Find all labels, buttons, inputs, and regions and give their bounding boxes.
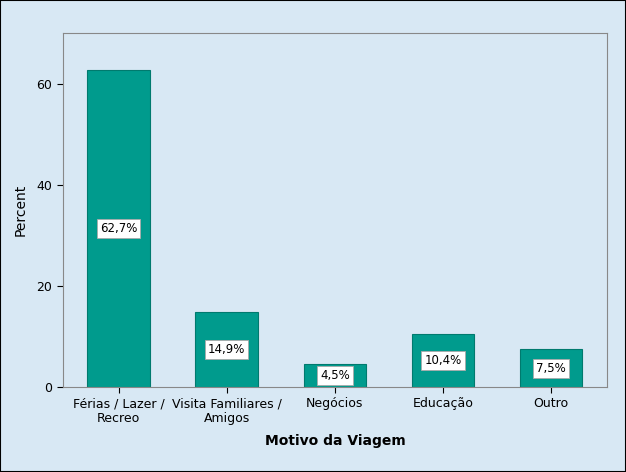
Bar — [412, 335, 475, 387]
Y-axis label: Percent: Percent — [14, 184, 28, 236]
Bar — [195, 312, 258, 387]
Text: 62,7%: 62,7% — [100, 222, 137, 235]
Text: 14,9%: 14,9% — [208, 343, 245, 356]
Text: 10,4%: 10,4% — [424, 354, 461, 367]
Bar — [88, 70, 150, 387]
X-axis label: Motivo da Viagem: Motivo da Viagem — [265, 434, 405, 448]
Bar — [520, 349, 582, 387]
Text: 7,5%: 7,5% — [536, 362, 566, 375]
Bar — [304, 364, 366, 387]
Text: 4,5%: 4,5% — [320, 369, 350, 382]
